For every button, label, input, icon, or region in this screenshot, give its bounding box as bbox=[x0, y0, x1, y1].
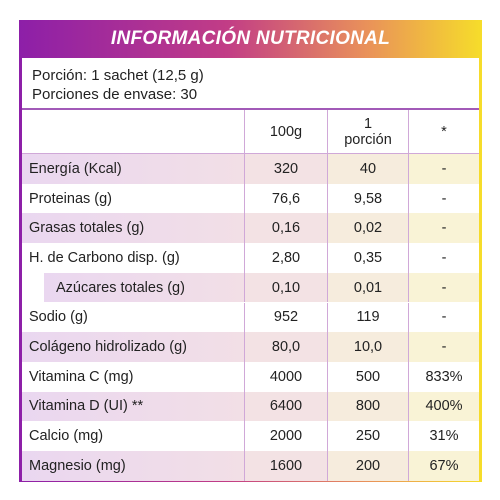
portion-size: Porción: 1 sachet (12,5 g) bbox=[32, 67, 204, 84]
table-row: Vitamina D (UI) ** 6400 800 400% bbox=[22, 391, 479, 422]
table-row: Azúcares totales (g) 0,10 0,01- bbox=[22, 272, 479, 303]
header-percent-dv: * bbox=[408, 110, 479, 153]
value-per-100g: 1600 bbox=[244, 451, 327, 481]
nutrient-name: Grasas totales (g) bbox=[22, 213, 244, 244]
value-per-100g: 320 bbox=[244, 154, 327, 184]
nutrient-name: Vitamina C (mg) bbox=[29, 368, 134, 385]
nutrition-panel: INFORMACIÓN NUTRICIONAL Porción: 1 sache… bbox=[19, 20, 482, 482]
value-per-portion: 800 bbox=[327, 391, 408, 422]
value-percent-dv: - bbox=[408, 302, 479, 333]
table-row: Calcio (mg) 2000 250 31% bbox=[22, 421, 479, 451]
table-header-row: 100g 1 porción * bbox=[22, 110, 479, 154]
nutrient-name: Magnesio (mg) bbox=[22, 451, 244, 481]
value-per-100g: 0,10 bbox=[244, 272, 327, 303]
table-row: Proteinas (g) 76,6 9,58- bbox=[22, 183, 479, 214]
value-percent-dv: - bbox=[408, 183, 479, 214]
value-per-portion: 0,01 bbox=[327, 272, 408, 303]
value-per-100g: 2000 bbox=[244, 421, 327, 451]
nutrient-name: Sodio (g) bbox=[29, 309, 88, 326]
value-per-portion: 250 bbox=[327, 421, 408, 451]
value-per-portion: 9,58 bbox=[327, 183, 408, 214]
servings-per-container: Porciones de envase: 30 bbox=[32, 86, 198, 103]
header-nutrient bbox=[22, 110, 244, 153]
nutrient-name: Energía (Kcal) bbox=[22, 154, 244, 184]
value-per-portion: 200 bbox=[327, 451, 408, 481]
value-per-portion: 0,35 bbox=[327, 243, 408, 273]
value-per-100g: 6400 bbox=[244, 391, 327, 422]
value-per-portion: 119 bbox=[327, 302, 408, 333]
value-percent-dv: 400% bbox=[408, 391, 479, 422]
table-row: Energía (Kcal) 320 40- bbox=[22, 154, 479, 184]
value-percent-dv: 833% bbox=[408, 361, 479, 392]
value-per-portion: 10,0 bbox=[327, 332, 408, 362]
value-percent-dv: - bbox=[408, 154, 479, 184]
table-row: Magnesio (mg) 1600 200 67% bbox=[22, 451, 479, 481]
value-percent-dv: - bbox=[408, 243, 479, 273]
value-percent-dv: - bbox=[408, 332, 479, 362]
value-per-100g: 4000 bbox=[244, 361, 327, 392]
table-row: H. de Carbono disp. (g) 2,80 0,35- bbox=[22, 243, 479, 273]
table-row: Sodio (g) 952 119- bbox=[22, 302, 479, 333]
value-per-100g: 80,0 bbox=[244, 332, 327, 362]
value-per-portion: 500 bbox=[327, 361, 408, 392]
table-row: Vitamina C (mg) 4000 500 833% bbox=[22, 361, 479, 392]
table-row: Grasas totales (g) 0,16 0,02- bbox=[22, 213, 479, 244]
value-percent-dv: 31% bbox=[408, 421, 479, 451]
nutrient-name: Proteinas (g) bbox=[29, 190, 113, 207]
nutrient-name: Calcio (mg) bbox=[29, 428, 104, 445]
table-row: Colágeno hidrolizado (g) 80,0 10,0- bbox=[22, 332, 479, 362]
header-per-portion-label: 1 porción bbox=[344, 115, 392, 148]
value-per-portion: 40 bbox=[327, 154, 408, 184]
value-per-100g: 952 bbox=[244, 302, 327, 333]
value-percent-dv: - bbox=[408, 272, 479, 303]
value-per-portion: 0,02 bbox=[327, 213, 408, 244]
value-percent-dv: 67% bbox=[408, 451, 479, 481]
header-per-100g: 100g bbox=[244, 110, 327, 153]
nutrient-name: Azúcares totales (g) bbox=[22, 272, 244, 303]
value-per-100g: 76,6 bbox=[244, 183, 327, 214]
nutrition-table: 100g 1 porción * Energía (Kcal) 320 40- Pro… bbox=[22, 108, 479, 481]
header-per-portion: 1 porción bbox=[327, 110, 408, 153]
nutrient-name: Vitamina D (UI) ** bbox=[22, 391, 244, 422]
nutrient-name: Colágeno hidrolizado (g) bbox=[22, 332, 244, 362]
nutrient-name: H. de Carbono disp. (g) bbox=[29, 249, 180, 266]
panel-title: INFORMACIÓN NUTRICIONAL bbox=[110, 28, 391, 49]
value-percent-dv: - bbox=[408, 213, 479, 244]
value-per-100g: 2,80 bbox=[244, 243, 327, 273]
value-per-100g: 0,16 bbox=[244, 213, 327, 244]
